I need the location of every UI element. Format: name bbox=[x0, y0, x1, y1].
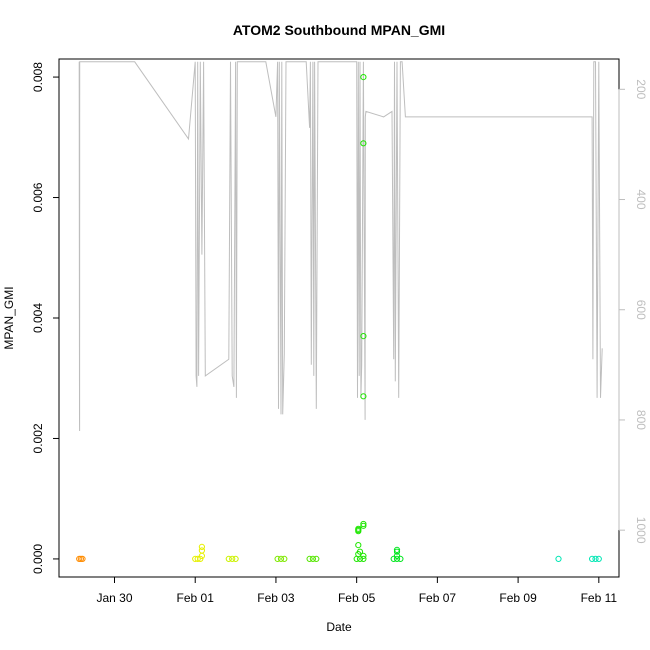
right-tick-label: 800 bbox=[634, 410, 648, 430]
x-axis-label: Date bbox=[326, 620, 352, 634]
y-tick-label: 0.000 bbox=[31, 544, 45, 574]
data-point bbox=[397, 555, 404, 563]
data-point bbox=[198, 543, 205, 551]
y-tick-label: 0.008 bbox=[31, 62, 45, 92]
data-point bbox=[309, 555, 316, 563]
right-y-axis: 200 400 600 800 1000 bbox=[618, 79, 648, 544]
data-point bbox=[393, 555, 401, 563]
data-point bbox=[306, 555, 313, 563]
altitude-track-layer bbox=[78, 61, 603, 432]
data-point bbox=[281, 555, 288, 563]
data-point bbox=[595, 555, 602, 563]
data-point bbox=[198, 547, 205, 554]
y-tick-label: 0.004 bbox=[31, 303, 45, 333]
data-point bbox=[393, 548, 401, 555]
data-point bbox=[76, 555, 83, 563]
right-tick-label: 400 bbox=[634, 190, 648, 210]
data-point bbox=[277, 555, 285, 563]
data-point bbox=[360, 520, 367, 528]
y-tick-label: 0.006 bbox=[31, 182, 45, 212]
y-axis: 0.000 0.002 0.004 0.006 0.008 bbox=[31, 62, 60, 574]
x-tick-label: Feb 07 bbox=[419, 591, 457, 605]
x-tick-label: Jan 30 bbox=[96, 591, 132, 605]
data-point bbox=[360, 333, 367, 340]
data-point bbox=[360, 522, 367, 529]
data-point bbox=[360, 555, 367, 563]
data-point bbox=[232, 555, 239, 563]
data-point bbox=[274, 555, 281, 563]
data-point bbox=[356, 548, 364, 555]
data-point bbox=[555, 555, 562, 563]
x-tick-label: Feb 11 bbox=[581, 591, 618, 605]
y-axis-label: MPAN_GMI bbox=[2, 286, 16, 349]
altitude-track-line bbox=[78, 61, 603, 432]
data-point bbox=[360, 74, 367, 81]
data-point bbox=[360, 552, 367, 560]
data-point bbox=[79, 555, 86, 563]
data-point bbox=[592, 555, 599, 563]
data-point bbox=[393, 546, 401, 554]
data-point bbox=[194, 555, 201, 563]
x-tick-label: Feb 01 bbox=[177, 591, 215, 605]
x-axis: Jan 30 Feb 01 Feb 03 Feb 05 Feb 07 Feb 09 Feb … bbox=[96, 576, 618, 605]
data-point bbox=[589, 555, 596, 563]
right-tick-label: 1000 bbox=[634, 517, 648, 544]
data-points-layer bbox=[76, 74, 602, 563]
data-point bbox=[393, 552, 401, 560]
data-point bbox=[355, 542, 362, 549]
data-point bbox=[360, 140, 367, 147]
y-tick-label: 0.002 bbox=[31, 423, 45, 453]
data-point bbox=[313, 555, 320, 563]
data-point bbox=[229, 555, 236, 563]
chart-title: ATOM2 Southbound MPAN_GMI bbox=[233, 22, 445, 38]
right-tick-label: 600 bbox=[634, 300, 648, 320]
x-tick-label: Feb 05 bbox=[338, 591, 376, 605]
x-tick-label: Feb 09 bbox=[499, 591, 537, 605]
data-point bbox=[197, 555, 204, 563]
data-point bbox=[355, 525, 362, 532]
right-tick-label: 200 bbox=[634, 79, 648, 99]
x-tick-label: Feb 03 bbox=[257, 591, 295, 605]
plot-frame bbox=[58, 58, 620, 578]
data-point bbox=[225, 555, 232, 563]
data-point bbox=[360, 393, 367, 400]
